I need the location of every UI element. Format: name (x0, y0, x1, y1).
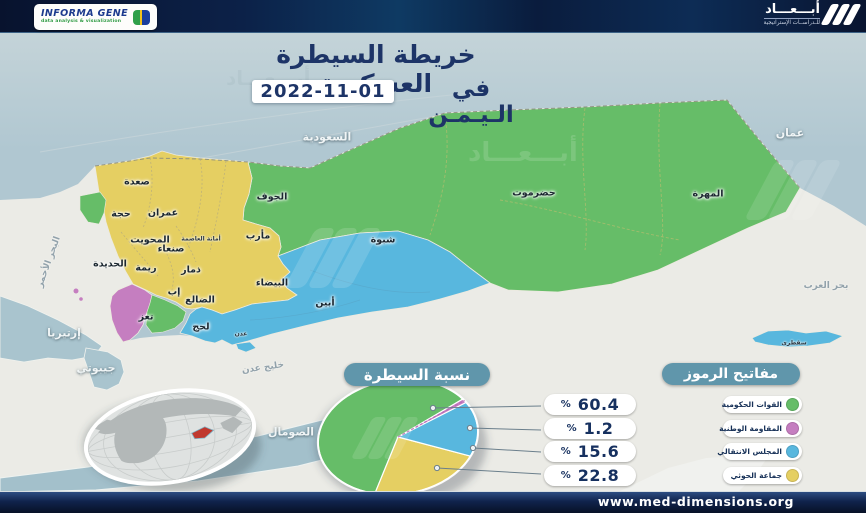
legend-label: جماعة الحوثي (730, 470, 782, 480)
internal-borders (120, 157, 227, 291)
date-badge: 2022-11-01 (252, 80, 394, 103)
legend-title: مفاتيح الرموز (662, 363, 800, 385)
legend-color-dot (786, 468, 799, 482)
footer-banner: www.med-dimensions.org (0, 491, 866, 513)
legend-color-dot (786, 421, 799, 435)
midi-green-pocket (79, 191, 107, 225)
purple-island-2 (79, 297, 83, 301)
informa-logo-icon (133, 9, 151, 25)
legend-label-pill: المجلس الانتقالي (717, 443, 802, 460)
informa-logo-title: INFORMA GENE (41, 8, 129, 20)
legend-label-pill: جماعة الحوثي (723, 466, 802, 484)
abaad-logo-name: أبـــعـــاد (765, 2, 820, 17)
pie-chart-title: نسبة السيطرة (344, 363, 490, 386)
legend-color-dot (786, 398, 799, 411)
taiz-green-pocket (145, 294, 187, 334)
abaad-logo: أبـــعـــاد للـدراســات الإستراتيجية (763, 2, 862, 26)
legend-value: 60.4 (577, 395, 620, 414)
legend-row: المقاومة الوطنية% 1.2 (544, 417, 802, 439)
percent-sign: % (560, 399, 571, 410)
globe-yemen-marker (191, 426, 215, 440)
region-stc-blue (179, 230, 491, 346)
abaad-logo-subtitle: للـدراســات الإستراتيجية (763, 18, 820, 26)
top-banner: INFORMA GENE data analysis & visualizati… (0, 0, 866, 33)
legend-label: القوات الحكومية (721, 400, 782, 409)
website-link[interactable]: www.med-dimensions.org (597, 494, 794, 509)
blue-region-roads (249, 269, 431, 321)
legend-row: جماعة الحوثي% 22.8 (544, 464, 802, 486)
percent-sign: % (560, 446, 571, 457)
purple-island (73, 288, 79, 294)
legend-label: المجلس الانتقالي (717, 447, 782, 456)
legend-row: المجلس الانتقالي% 15.6 (544, 441, 802, 462)
legend-value-pill: % 15.6 (544, 441, 636, 462)
legend-label-pill: القوات الحكومية (721, 396, 802, 413)
percent-sign: % (560, 469, 571, 481)
legend-value-pill: % 22.8 (544, 464, 636, 486)
legend-color-dot (786, 445, 799, 458)
informa-logo-subtitle: data analysis & visualization (41, 19, 122, 25)
pie-leader-lines (432, 405, 542, 475)
legend-value: 15.6 (577, 442, 620, 461)
eastern-roads (429, 103, 681, 256)
pie-chart (317, 378, 479, 496)
page-title-line2: في الـيـمـن (428, 76, 514, 128)
legend-value-pill: % 1.2 (544, 417, 636, 439)
djibouti-land (83, 347, 125, 391)
globe-continents (92, 398, 243, 464)
abaad-slashes-icon (820, 4, 862, 26)
legend-rows: القوات الحكومية% 60.4 المقاومة الوطنية% 1.2… (544, 394, 802, 486)
informa-gene-logo: INFORMA GENE data analysis & visualizati… (34, 4, 158, 30)
legend-value: 1.2 (583, 418, 614, 438)
saudi-oman-border (94, 99, 801, 189)
legend-value-pill: % 60.4 (544, 394, 636, 415)
globe-locator (83, 388, 257, 486)
legend-label-pill: المقاومة الوطنية (719, 419, 802, 437)
legend-row: القوات الحكومية% 60.4 (544, 394, 802, 415)
region-resistance-purple (109, 283, 153, 343)
pie-leader-dots (429, 404, 477, 472)
socotra-island-blue (751, 329, 845, 348)
percent-sign: % (566, 422, 577, 434)
legend-value: 22.8 (577, 465, 620, 485)
legend-label: المقاومة الوطنية (719, 423, 782, 433)
aden-peninsula-blue (235, 341, 257, 353)
